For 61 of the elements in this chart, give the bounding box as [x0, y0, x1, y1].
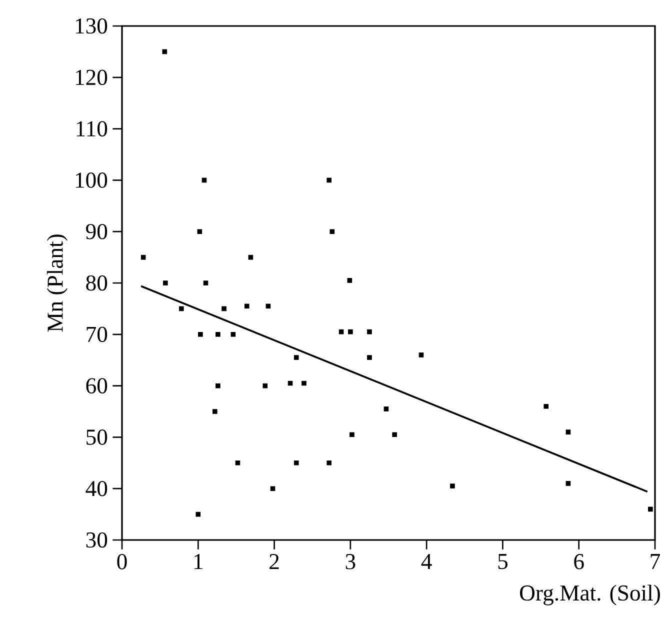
point	[392, 432, 397, 438]
point	[348, 329, 353, 334]
point	[367, 355, 372, 360]
x-axis-title: Org.Mat. (Soil)	[520, 584, 660, 606]
point	[196, 512, 201, 517]
x-tick-label: 4	[421, 554, 432, 569]
y-tick-label: 100	[76, 172, 108, 188]
x-tick-label: 5	[498, 554, 508, 570]
point	[197, 229, 202, 234]
point	[350, 432, 354, 438]
point	[294, 460, 299, 466]
y-tick-label: 40	[86, 480, 108, 496]
point	[294, 355, 299, 360]
y-tick-label: 60	[86, 378, 108, 394]
y-tick-label: 130	[76, 18, 108, 34]
y-tick-label: 110	[76, 121, 108, 136]
x-tick-label: 2	[270, 554, 279, 570]
y-axis-title: Mn (Plant)	[46, 234, 68, 332]
y-tick-label: 50	[86, 430, 108, 445]
point	[163, 280, 168, 286]
y-tick-label: 70	[86, 326, 108, 342]
point	[347, 278, 352, 283]
point	[244, 304, 250, 309]
x-tick-label: 6	[574, 554, 584, 570]
point	[326, 178, 332, 183]
point	[235, 460, 240, 466]
point	[450, 484, 455, 488]
point	[216, 332, 220, 337]
y-tick-label: 30	[86, 532, 108, 548]
point	[140, 254, 146, 260]
point	[384, 406, 389, 412]
point	[266, 304, 271, 309]
point	[338, 329, 344, 334]
y-tick-label: 90	[86, 224, 108, 240]
point	[202, 178, 207, 183]
point	[330, 229, 335, 234]
point	[230, 332, 236, 337]
point	[222, 306, 226, 312]
point	[566, 481, 571, 486]
point	[270, 486, 276, 492]
x-tick-label: 1	[194, 554, 202, 570]
point	[262, 383, 268, 388]
point	[566, 430, 571, 434]
point	[216, 383, 220, 388]
point	[418, 352, 424, 358]
point	[302, 380, 306, 386]
x-tick-label: 0	[117, 554, 127, 570]
point	[212, 409, 218, 414]
point	[178, 306, 184, 312]
point	[326, 460, 332, 466]
point	[367, 329, 372, 334]
x-tick-label: 7	[650, 554, 660, 569]
y-tick-label: 120	[76, 70, 108, 86]
y-tick-label: 80	[86, 275, 108, 291]
point	[198, 332, 203, 337]
point	[248, 254, 254, 260]
x-tick-label: 3	[346, 554, 356, 570]
point	[544, 404, 549, 409]
point	[162, 49, 168, 54]
point	[648, 506, 653, 512]
point	[203, 280, 208, 286]
